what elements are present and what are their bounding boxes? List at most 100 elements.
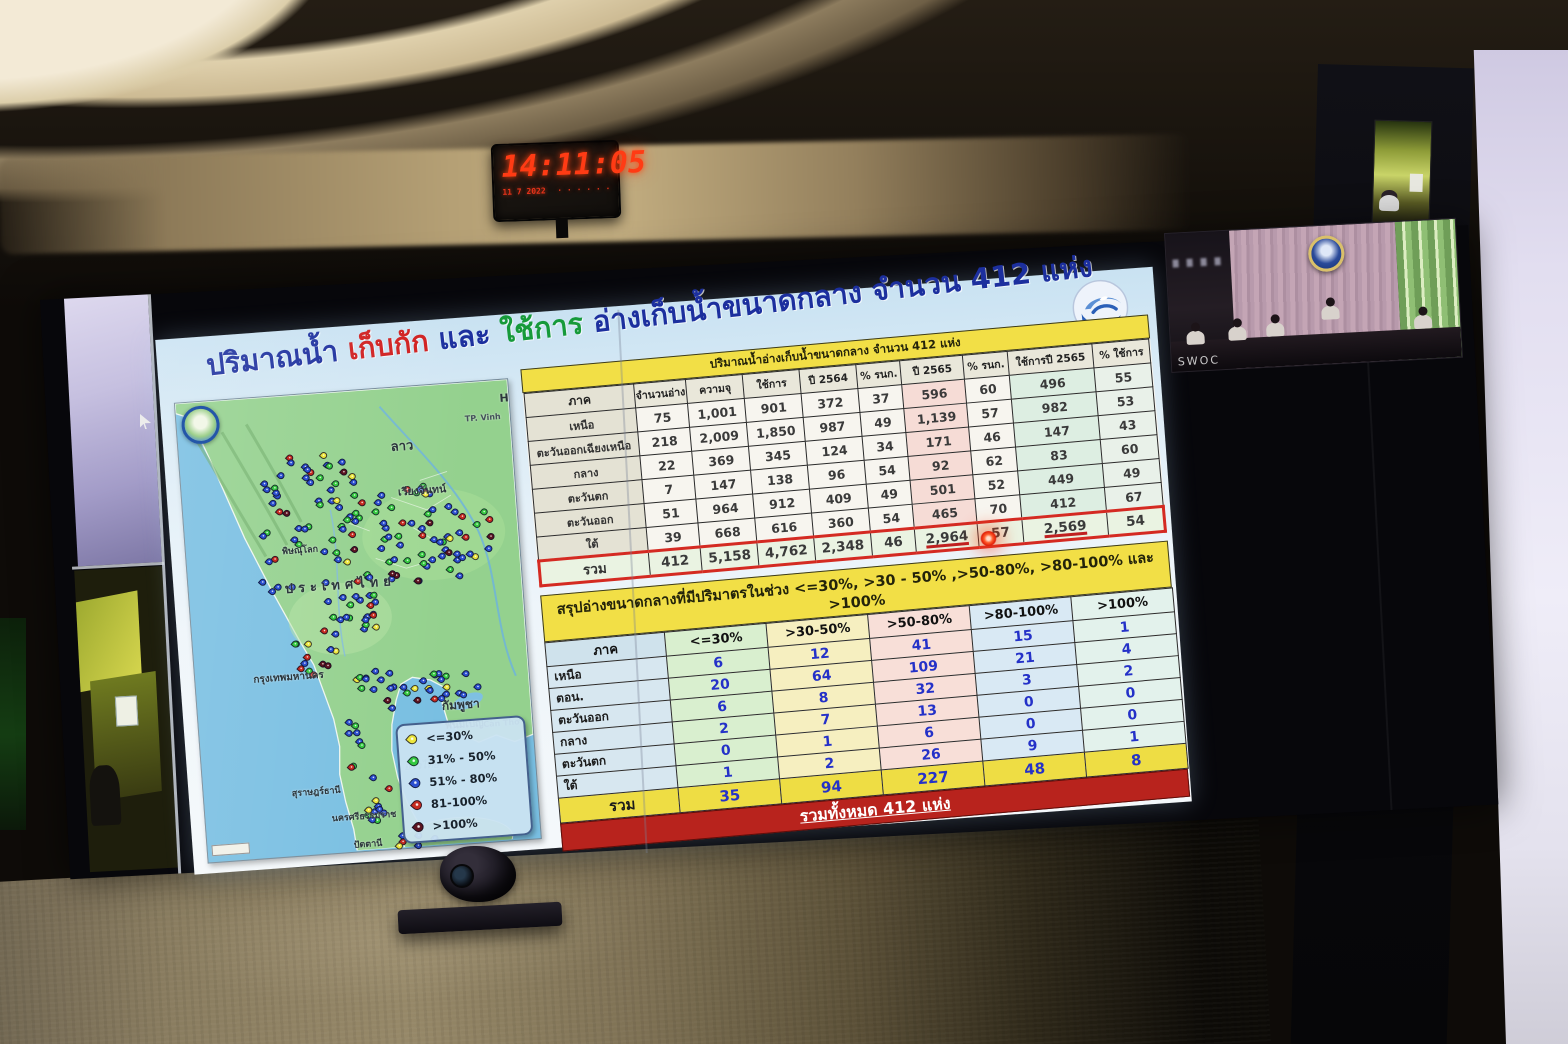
total-cell: 54 xyxy=(1106,506,1166,537)
reservoir-pin xyxy=(472,681,483,692)
laser-pointer-dot xyxy=(980,531,997,546)
reservoir-pin xyxy=(336,456,347,467)
clock-time-display: 14:11:05 xyxy=(500,144,647,185)
title-part-volume: ปริมาณน้ำ xyxy=(204,333,340,383)
reservoir-pin xyxy=(368,772,379,783)
reservoir-pin xyxy=(303,639,314,650)
total-cell: 2,348 xyxy=(813,531,873,562)
reservoir-pin xyxy=(276,471,287,481)
map-label-vientiane: เวียงจันทน์ xyxy=(397,483,447,499)
reservoir-pin xyxy=(402,555,413,566)
map-label-phitsanulok: พิษณุโลก xyxy=(281,544,319,558)
red-pin-icon xyxy=(409,798,425,813)
map-label-cambodia: กัมพูชา xyxy=(441,696,481,713)
reservoir-pin xyxy=(349,544,360,554)
reservoir-pin xyxy=(472,519,483,530)
map-legend: <=30% 31% - 50% 51% - 80% 81-100% >100% xyxy=(395,714,534,845)
clock-mount xyxy=(555,217,569,239)
clock-date: 11 7 2022 xyxy=(502,186,546,197)
reservoir-pin xyxy=(330,628,341,639)
feed-person xyxy=(88,764,122,827)
video-wall: ปริมาณน้ำ เก็บกัก และ ใช้การ อ่างเก็บน้ำ… xyxy=(40,217,1499,880)
ptz-conference-camera xyxy=(397,846,568,942)
total-cell: 412 xyxy=(647,546,703,577)
reservoir-pin xyxy=(357,497,368,508)
reservoir-pin xyxy=(457,511,468,522)
yellow-pin-icon xyxy=(405,732,420,747)
camera-head-lens xyxy=(440,846,516,902)
dashboard-slide: ปริมาณน้ำ เก็บกัก และ ใช้การ อ่างเก็บน้ำ… xyxy=(155,249,1192,875)
left-screen-glow xyxy=(0,618,26,830)
reservoir-pin xyxy=(257,577,268,588)
reservoir-pin xyxy=(356,683,367,694)
vc-chairman xyxy=(1321,305,1340,320)
dark-red-pin-icon xyxy=(411,819,426,835)
reservoir-pin xyxy=(347,530,358,540)
vc-attendee xyxy=(1186,330,1205,346)
reservoir-pin xyxy=(345,600,356,610)
map-label-pattani: ปัตตานี xyxy=(353,838,383,851)
reservoir-pin xyxy=(386,502,397,513)
clock-date-row: 11 7 2022 · · · · · · xyxy=(502,184,610,197)
remote-site-video-thumbnail xyxy=(1371,119,1433,228)
reservoir-pin xyxy=(370,506,381,517)
legend-item: 51% - 80% xyxy=(408,769,519,791)
reservoir-pin xyxy=(344,728,355,739)
reservoir-pin xyxy=(395,539,406,550)
reservoir-pin xyxy=(352,727,363,738)
total-cell: 4,762 xyxy=(756,536,816,567)
reservoir-pin xyxy=(338,524,349,535)
reservoir-pin xyxy=(371,622,381,633)
reservoir-pin xyxy=(387,703,398,714)
reservoir-pin xyxy=(349,477,360,488)
feed-poster xyxy=(114,695,139,727)
reservoir-pin xyxy=(368,684,379,695)
title-part-stored: เก็บกัก xyxy=(336,323,431,368)
camera-base xyxy=(397,901,563,935)
reservoir-pin xyxy=(315,472,326,483)
reservoir-pin xyxy=(376,674,387,685)
vc-window-lights xyxy=(1172,256,1225,268)
legend-item: 81-100% xyxy=(409,791,521,813)
reservoir-pin xyxy=(361,674,372,685)
vc-attendee xyxy=(1228,325,1247,341)
green-pin-icon xyxy=(406,754,421,769)
reservoir-pin xyxy=(319,450,329,461)
left-video-feed xyxy=(74,565,178,873)
reservoir-pin xyxy=(324,461,335,472)
map-label-laos: ลาว xyxy=(390,438,414,456)
reservoir-pin xyxy=(445,564,456,575)
reservoir-pin xyxy=(371,665,381,676)
total-cell-2565: 2,964 xyxy=(914,522,980,554)
reservoir-pin xyxy=(349,490,360,501)
thailand-reservoir-map: ลาว เวียงจันทน์ TP. Vinh H ประเทศไทย พิษ… xyxy=(173,378,542,864)
left-screen-sliver xyxy=(63,294,162,567)
mouse-cursor-arrow xyxy=(140,414,151,429)
legend-item: <=30% xyxy=(405,725,516,747)
reservoir-pin xyxy=(484,514,495,525)
legend-item: 31% - 50% xyxy=(406,747,517,769)
legend-item: >100% xyxy=(411,813,522,835)
reservoir-pin xyxy=(281,508,292,518)
reservoir-pin xyxy=(413,575,424,586)
blue-pin-icon xyxy=(408,776,423,791)
reservoir-pin xyxy=(286,457,297,468)
reservoir-pin xyxy=(319,546,330,557)
reservoir-pin xyxy=(323,597,334,607)
total-cell: 5,158 xyxy=(700,541,760,572)
map-label-h: H xyxy=(498,391,510,405)
vc-attendee xyxy=(1413,314,1433,330)
vc-attendee xyxy=(1265,321,1285,337)
reservoir-pin xyxy=(417,549,428,560)
reservoir-pin xyxy=(454,571,465,582)
video-conference-feed: SWOC xyxy=(1164,217,1463,373)
thumbnail-poster xyxy=(1409,173,1423,192)
title-part-and: และ xyxy=(426,315,503,358)
reservoir-pin xyxy=(342,557,353,568)
reservoir-pin xyxy=(393,531,404,542)
reservoir-pin xyxy=(315,499,326,510)
reservoir-pin xyxy=(483,543,494,554)
vc-site-label: SWOC xyxy=(1177,353,1221,369)
thumbnail-person xyxy=(1378,194,1400,212)
title-part-usable: ใช้การ xyxy=(498,306,585,350)
